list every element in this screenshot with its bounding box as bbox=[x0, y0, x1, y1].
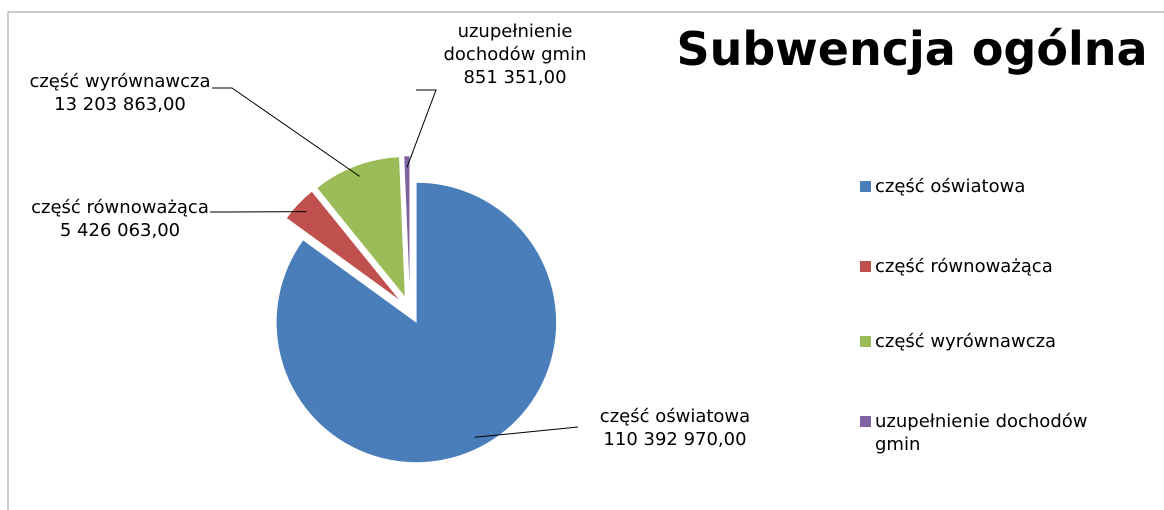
legend-item: część wyrównawcza bbox=[860, 330, 1137, 353]
legend-label: część oświatowa bbox=[875, 176, 1026, 197]
legend-item: uzupełnienie dochodów gmin bbox=[860, 410, 1137, 456]
data-label: część wyrównawcza 13 203 863,00 bbox=[10, 70, 230, 116]
leader-line bbox=[212, 87, 360, 177]
data-label: część równoważąca 5 426 063,00 bbox=[10, 196, 230, 242]
leader-line bbox=[406, 89, 437, 168]
legend-swatch bbox=[860, 336, 871, 347]
leader-line bbox=[474, 426, 579, 438]
data-label-name: część wyrównawcza bbox=[29, 71, 211, 92]
legend-label: część wyrównawcza bbox=[875, 331, 1057, 352]
data-label-name: część oświatowa bbox=[599, 406, 751, 427]
data-label-value: 851 351,00 bbox=[463, 67, 567, 88]
legend-item: część równoważąca bbox=[860, 255, 1137, 278]
legend-label: uzupełnienie dochodów gmin bbox=[875, 411, 1088, 455]
legend-swatch bbox=[860, 181, 871, 192]
frame bbox=[7, 11, 1164, 510]
legend-item: część oświatowa bbox=[860, 175, 1137, 198]
pie-slice bbox=[403, 155, 410, 297]
pie-slice bbox=[276, 182, 557, 463]
pie-slice bbox=[286, 191, 401, 301]
data-label-value: 110 392 970,00 bbox=[603, 429, 747, 450]
data-label-value: 5 426 063,00 bbox=[59, 220, 181, 241]
pie-slice bbox=[316, 156, 406, 298]
legend-swatch bbox=[860, 261, 871, 272]
legend-swatch bbox=[860, 416, 871, 427]
data-label: część oświatowa 110 392 970,00 bbox=[560, 405, 790, 451]
data-label: uzupełnienie dochodów gmin 851 351,00 bbox=[430, 20, 600, 89]
legend-label: część równoważąca bbox=[875, 256, 1053, 277]
data-label-value: 13 203 863,00 bbox=[54, 94, 186, 115]
data-label-name: część równoważąca bbox=[31, 197, 209, 218]
data-label-name: uzupełnienie dochodów gmin bbox=[443, 21, 587, 65]
chart-title: Subwencja ogólna bbox=[676, 22, 1148, 76]
